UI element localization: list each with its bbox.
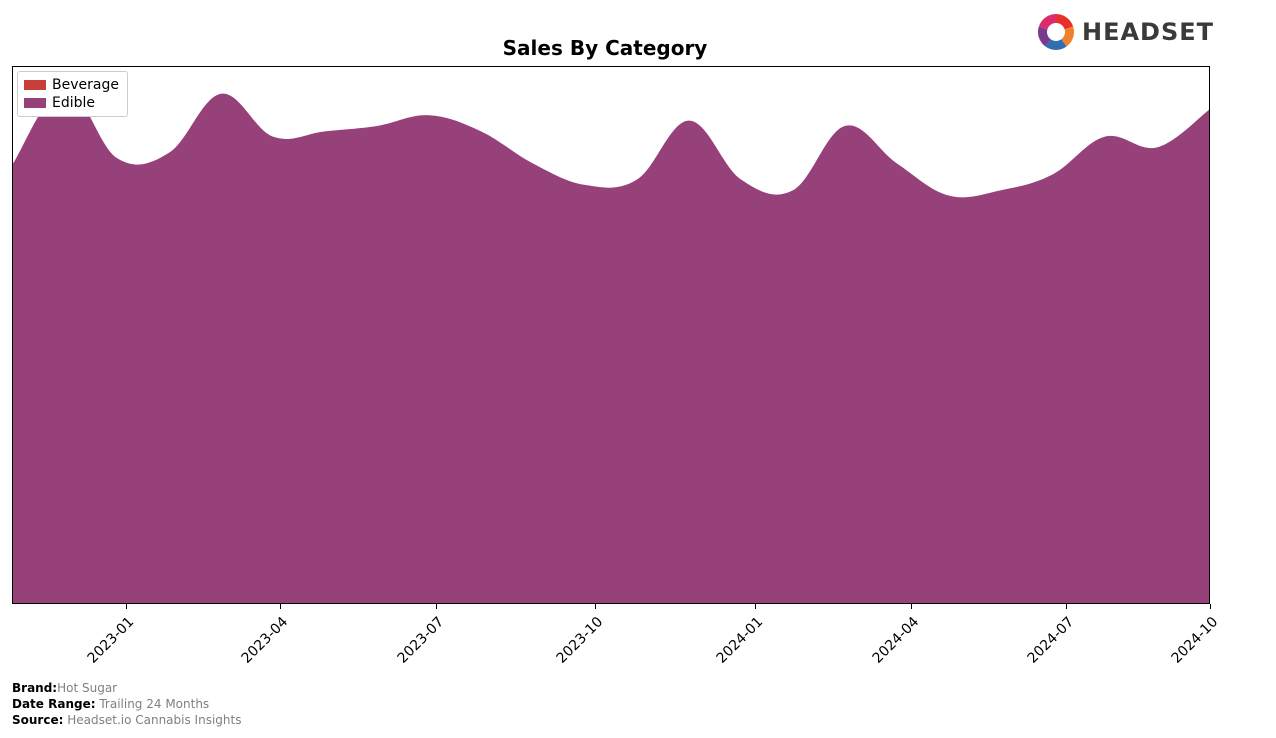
x-tick-label: 2024-07 [1017, 614, 1078, 675]
legend: BeverageEdible [17, 71, 128, 117]
x-tick-mark [911, 604, 912, 609]
legend-swatch [24, 98, 46, 108]
x-tick-mark [755, 604, 756, 609]
legend-label: Edible [52, 94, 95, 112]
x-tick-mark [595, 604, 596, 609]
footer-line: Source: Headset.io Cannabis Insights [12, 713, 241, 727]
area-chart-svg [13, 67, 1209, 603]
x-tick-mark [126, 604, 127, 609]
footer-value: Headset.io Cannabis Insights [63, 713, 241, 727]
x-tick-label: 2023-01 [76, 614, 137, 675]
headset-logo: HEADSET [1036, 12, 1214, 52]
x-tick-label: 2023-10 [546, 614, 607, 675]
legend-item-edible: Edible [24, 94, 119, 112]
series-area-edible [13, 88, 1209, 603]
headset-logo-icon [1036, 12, 1076, 52]
footer-label: Brand: [12, 681, 57, 695]
chart-title: Sales By Category [0, 36, 1210, 60]
x-tick-label: 2023-04 [231, 614, 292, 675]
footer-label: Source: [12, 713, 63, 727]
footer-line: Brand:Hot Sugar [12, 681, 117, 695]
legend-label: Beverage [52, 76, 119, 94]
footer-value: Hot Sugar [57, 681, 117, 695]
x-tick-mark [1066, 604, 1067, 609]
x-tick-mark [280, 604, 281, 609]
headset-logo-text: HEADSET [1082, 18, 1214, 46]
x-tick-label: 2023-07 [387, 614, 448, 675]
legend-item-beverage: Beverage [24, 76, 119, 94]
legend-swatch [24, 80, 46, 90]
x-tick-label: 2024-04 [861, 614, 922, 675]
footer-value: Trailing 24 Months [96, 697, 210, 711]
x-tick-label: 2024-10 [1161, 614, 1222, 675]
footer-label: Date Range: [12, 697, 96, 711]
x-tick-mark [1210, 604, 1211, 609]
footer-line: Date Range: Trailing 24 Months [12, 697, 209, 711]
x-tick-mark [436, 604, 437, 609]
x-tick-label: 2024-01 [705, 614, 766, 675]
